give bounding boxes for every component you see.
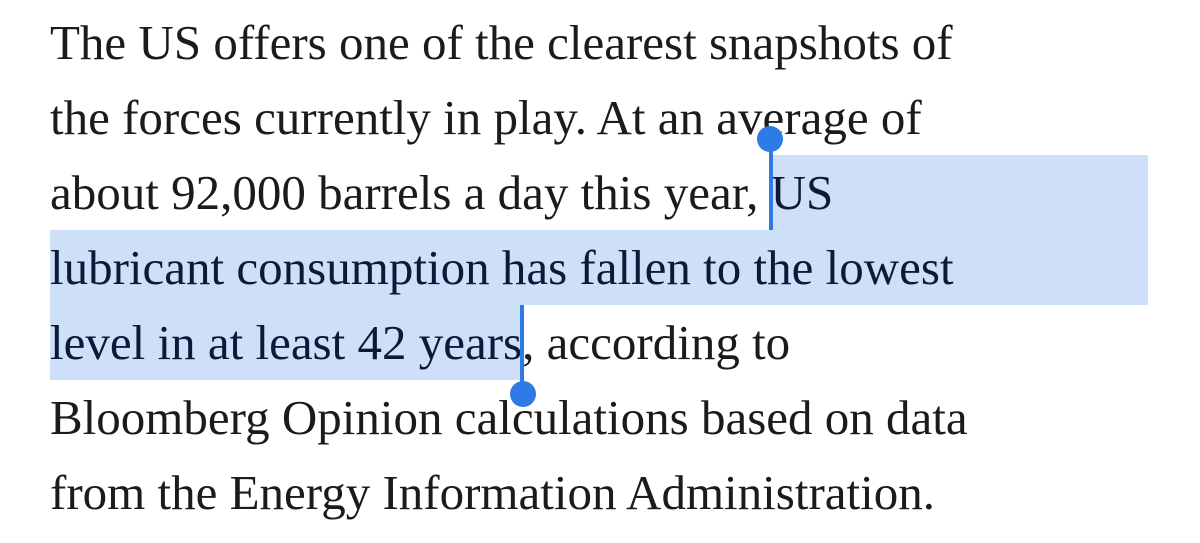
text[interactable]: , according to (522, 315, 791, 370)
paragraph: The US offers one of the clearest snapsh… (50, 5, 1148, 530)
selected-text[interactable]: level in at least 42 years (50, 305, 537, 407)
text[interactable]: the forces currently in play. At an aver… (50, 90, 922, 145)
text[interactable]: Bloomberg Opinion calculations based on … (50, 390, 968, 445)
text-line: Bloomberg Opinion calculations based on … (50, 380, 1148, 455)
text[interactable]: about 92,000 barrels a day this year, (50, 165, 771, 220)
text-line: level in at least 42 years, according to (50, 305, 1148, 407)
selected-text[interactable]: lubricant consumption has fallen to the … (50, 230, 1148, 305)
text-line: from the Energy Information Administrati… (50, 455, 1148, 530)
text-line: about 92,000 barrels a day this year, US (50, 126, 1148, 230)
text[interactable]: The US offers one of the clearest snapsh… (50, 15, 953, 70)
text-line: lubricant consumption has fallen to the … (50, 230, 1148, 305)
text-line: The US offers one of the clearest snapsh… (50, 5, 1148, 80)
selected-text[interactable]: US (756, 126, 1148, 230)
text-line: the forces currently in play. At an aver… (50, 80, 1148, 155)
text[interactable]: from the Energy Information Administrati… (50, 465, 936, 520)
